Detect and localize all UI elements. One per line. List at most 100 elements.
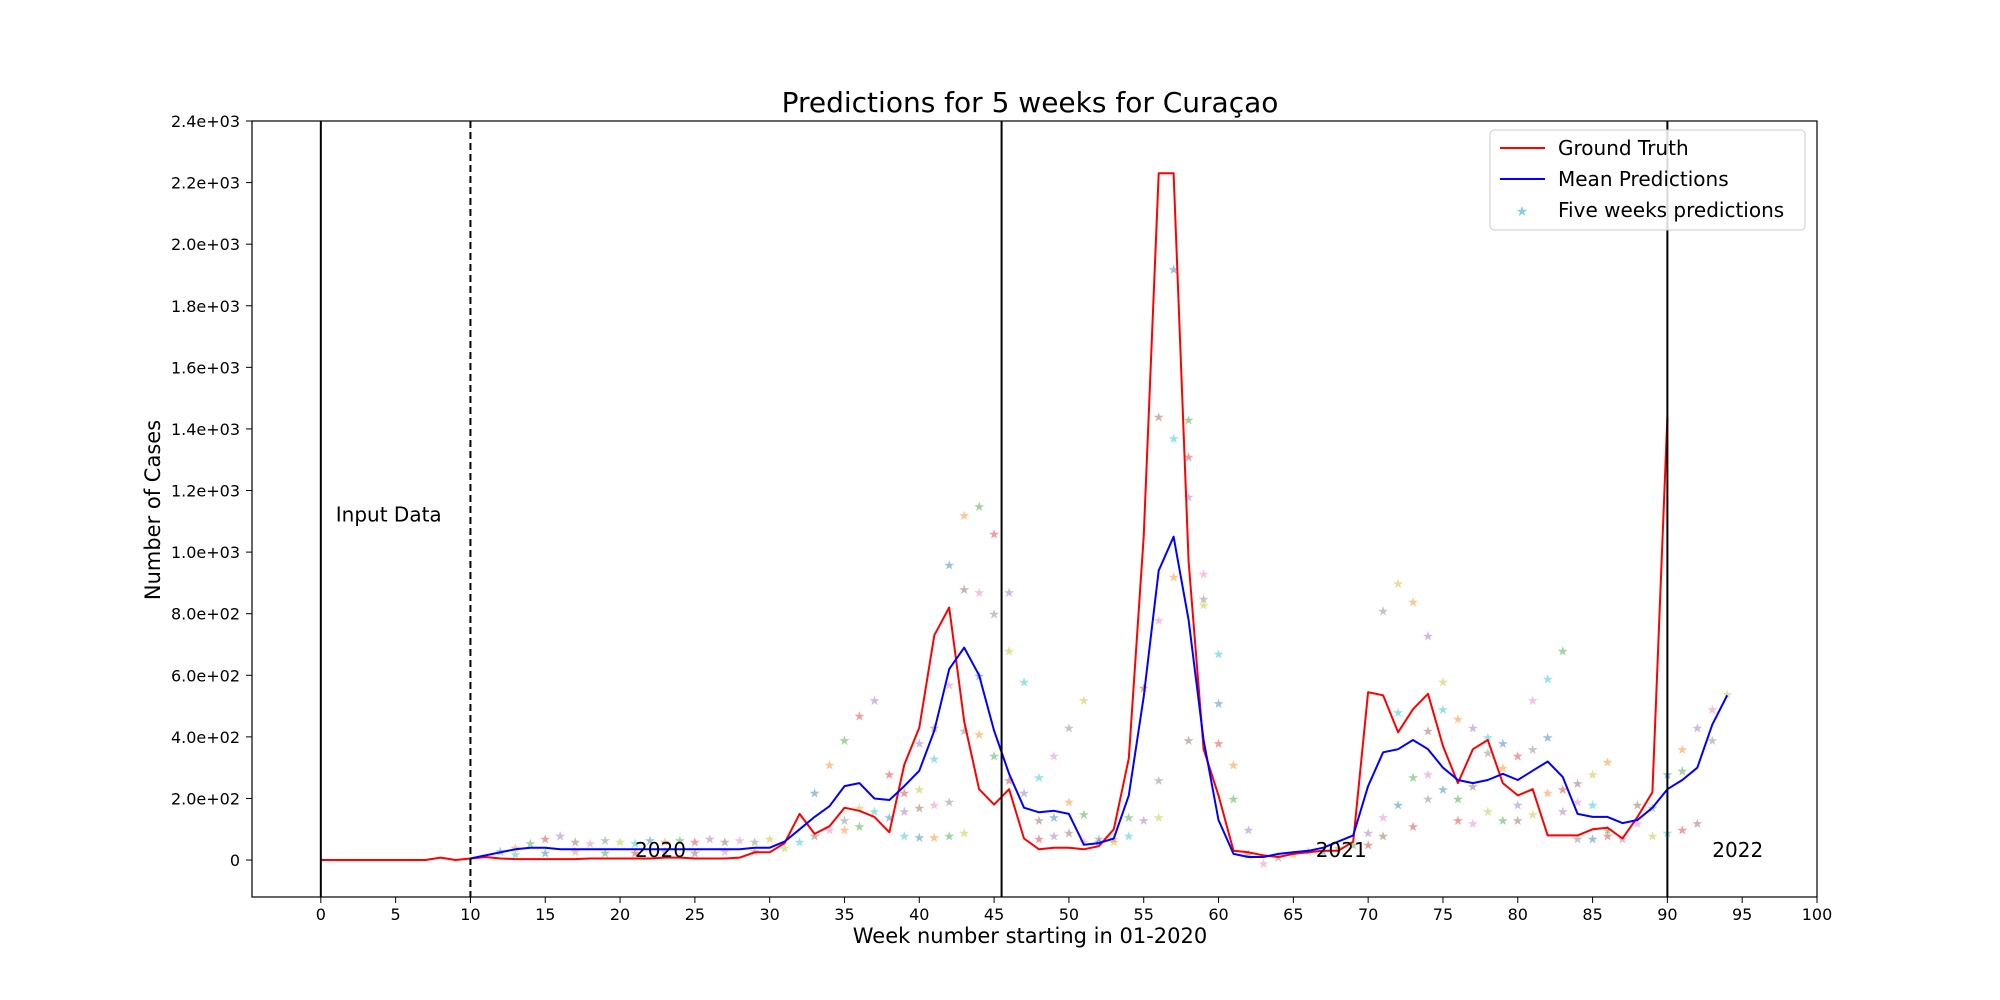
x-tick-label: 5 [391, 905, 401, 924]
legend-label-ground-truth: Ground Truth [1558, 136, 1689, 160]
prediction-point: ★ [1198, 598, 1210, 613]
y-tick-label: 4.0e+02 [171, 728, 240, 747]
x-tick-label: 15 [535, 905, 555, 924]
prediction-point: ★ [1018, 786, 1030, 801]
y-tick-label: 1.0e+03 [171, 543, 240, 562]
legend-label-five-weeks-predictions: Five weeks predictions [1558, 198, 1784, 222]
annotation-0: Input Data [336, 502, 442, 526]
x-tick-label: 50 [1059, 905, 1079, 924]
prediction-point: ★ [943, 558, 955, 573]
prediction-point: ★ [884, 811, 896, 826]
prediction-point: ★ [1572, 832, 1584, 847]
prediction-point: ★ [1168, 432, 1180, 447]
prediction-point: ★ [973, 728, 985, 743]
prediction-point: ★ [839, 734, 851, 749]
prediction-point: ★ [1213, 648, 1225, 663]
annotation-3: 2022 [1712, 838, 1763, 862]
prediction-point: ★ [524, 837, 536, 852]
prediction-point: ★ [899, 786, 911, 801]
prediction-point: ★ [943, 796, 955, 811]
prediction-point: ★ [1183, 734, 1195, 749]
prediction-point: ★ [1168, 263, 1180, 278]
prediction-point: ★ [1048, 749, 1060, 764]
y-tick-label: 1.4e+03 [171, 420, 240, 439]
prediction-point: ★ [1108, 836, 1120, 851]
prediction-point: ★ [1048, 829, 1060, 844]
prediction-point: ★ [1691, 722, 1703, 737]
x-tick-label: 35 [834, 905, 854, 924]
prediction-point: ★ [1632, 817, 1644, 832]
legend-box [1489, 129, 1806, 231]
prediction-point: ★ [1527, 743, 1539, 758]
x-tick-label: 45 [984, 905, 1004, 924]
prediction-point: ★ [779, 842, 791, 857]
prediction-point: ★ [1512, 814, 1524, 829]
prediction-point: ★ [1467, 817, 1479, 832]
prediction-point: ★ [1572, 777, 1584, 792]
prediction-point: ★ [988, 749, 1000, 764]
prediction-point: ★ [1273, 851, 1285, 866]
prediction-point: ★ [1617, 832, 1629, 847]
prediction-point: ★ [1437, 783, 1449, 798]
prediction-point: ★ [1243, 848, 1255, 863]
annotations: Input Data 2020 2021 2022 [336, 502, 1763, 862]
prediction-point: ★ [1153, 411, 1165, 426]
prediction-point: ★ [1572, 796, 1584, 811]
prediction-point: ★ [674, 834, 686, 849]
prediction-point: ★ [1422, 792, 1434, 807]
legend-marker-five-weeks: ★ [1516, 204, 1529, 220]
x-axis-label: Week number starting in 01-2020 [853, 924, 1207, 948]
prediction-point: ★ [988, 528, 1000, 543]
x-tick-label: 10 [460, 905, 480, 924]
prediction-point: ★ [1317, 845, 1329, 860]
prediction-point: ★ [1706, 703, 1718, 718]
prediction-point: ★ [749, 836, 761, 851]
prediction-point: ★ [1003, 645, 1015, 660]
prediction-point: ★ [1108, 832, 1120, 847]
prediction-point: ★ [1258, 857, 1270, 872]
prediction-point: ★ [1153, 811, 1165, 826]
x-tick-label: 20 [610, 905, 630, 924]
prediction-point: ★ [1542, 786, 1554, 801]
prediction-point: ★ [569, 836, 581, 851]
prediction-point: ★ [869, 694, 881, 709]
prediction-point: ★ [1362, 839, 1374, 854]
prediction-point: ★ [913, 783, 925, 798]
prediction-point: ★ [1602, 829, 1614, 844]
prediction-point: ★ [509, 848, 521, 863]
y-tick-label: 2.4e+03 [171, 112, 240, 131]
x-tick-label: 30 [759, 905, 779, 924]
prediction-point: ★ [1123, 811, 1135, 826]
x-tick-label: 95 [1732, 905, 1752, 924]
prediction-point: ★ [539, 832, 551, 847]
prediction-point: ★ [1362, 826, 1374, 841]
prediction-point: ★ [1228, 792, 1240, 807]
prediction-point: ★ [988, 608, 1000, 623]
x-tick-label: 75 [1433, 905, 1453, 924]
prediction-point: ★ [1198, 568, 1210, 583]
prediction-point: ★ [1063, 722, 1075, 737]
prediction-point: ★ [1557, 805, 1569, 820]
prediction-point: ★ [1003, 774, 1015, 789]
x-tick-label: 60 [1208, 905, 1228, 924]
chart-title: Predictions for 5 weeks for Curaçao [782, 86, 1279, 119]
prediction-point: ★ [1452, 792, 1464, 807]
prediction-point: ★ [1198, 592, 1210, 607]
prediction-point: ★ [1213, 737, 1225, 752]
annotation-1: 2020 [635, 838, 686, 862]
prediction-point: ★ [1213, 697, 1225, 712]
y-tick-label: 2.2e+03 [171, 174, 240, 193]
prediction-point: ★ [1093, 832, 1105, 847]
x-tick-label: 25 [685, 905, 705, 924]
prediction-point: ★ [809, 829, 821, 844]
prediction-point: ★ [1557, 783, 1569, 798]
prediction-point: ★ [854, 802, 866, 817]
prediction-point: ★ [584, 837, 596, 852]
y-tick-label: 1.6e+03 [171, 358, 240, 377]
prediction-point: ★ [1123, 829, 1135, 844]
x-tick-label: 65 [1283, 905, 1303, 924]
prediction-point: ★ [1228, 759, 1240, 774]
prediction-point: ★ [899, 805, 911, 820]
prediction-point: ★ [659, 836, 671, 851]
prediction-point: ★ [1377, 811, 1389, 826]
